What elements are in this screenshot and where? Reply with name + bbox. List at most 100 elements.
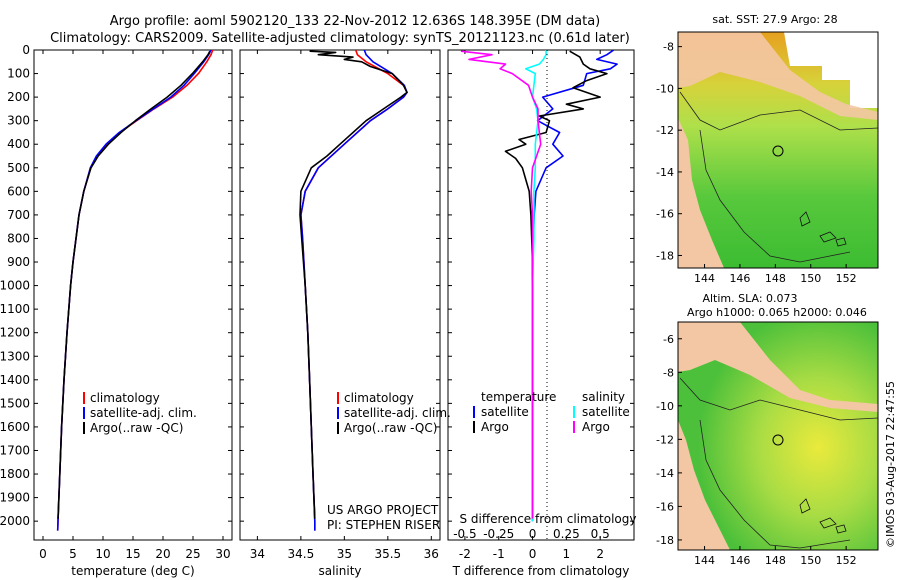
depth-tick-label: 1200	[0, 326, 30, 340]
sla-coastline	[679, 377, 879, 421]
legend-label: Argo(..raw -QC)	[90, 421, 183, 435]
difference-legend: temperature satellite Argo salinity sate…	[473, 390, 630, 434]
series-line	[299, 50, 408, 519]
difference-series	[460, 50, 618, 522]
sst-map-frame	[677, 31, 879, 269]
depth-tick-label: 2000	[0, 514, 30, 528]
map-x-tick-label: 148	[765, 554, 786, 567]
map-y-tick-label: -14	[656, 467, 674, 480]
legend-header-salinity: salinity	[582, 390, 625, 404]
map-x-tick-label: 148	[765, 272, 786, 285]
legend-label: satellite-adj. clim.	[90, 406, 197, 420]
depth-tick-label: 700	[7, 208, 30, 222]
salinity-panel	[239, 49, 441, 541]
map-x-tick-label: 152	[836, 554, 857, 567]
legend-label: Argo(..raw -QC)	[344, 421, 437, 435]
map-y-tick-label: -8	[663, 41, 674, 54]
depth-tick-label: 1700	[0, 443, 30, 457]
series-line	[524, 50, 547, 522]
pi-label: PI: STEPHEN RISER	[327, 518, 440, 532]
depth-tick-label: 300	[7, 114, 30, 128]
sla-map-title-2: Argo h1000: 0.065 h2000: 0.046	[687, 306, 867, 319]
map-x-tick-label: 152	[836, 272, 857, 285]
legend-label: Argo	[481, 420, 509, 434]
sla-map-frame	[677, 321, 879, 551]
sst-float-marker	[772, 145, 784, 157]
map-y-tick-label: -16	[656, 500, 674, 513]
map-y-tick-label: -16	[656, 208, 674, 221]
map-x-tick-label: 150	[800, 554, 821, 567]
depth-tick-label: 1800	[0, 467, 30, 481]
temperature-legend: climatology satellite-adj. clim. Argo(..…	[83, 391, 197, 435]
sla-map-title-1: Altim. SLA: 0.073	[702, 292, 797, 305]
s-tick-label: 0.5	[591, 527, 610, 541]
sst-reef-islands	[799, 211, 847, 247]
x-tick-label: 30	[215, 547, 230, 561]
depth-tick-label: 1100	[0, 302, 30, 316]
depth-tick-label: 1600	[0, 420, 30, 434]
project-label: US ARGO PROJECT	[327, 503, 439, 517]
series-line	[57, 50, 211, 519]
sst-map-title: sat. SST: 27.9 Argo: 28	[712, 13, 837, 26]
x-tick-label: -1	[493, 547, 505, 561]
s-tick-label: 0.25	[553, 527, 580, 541]
depth-tick-label: 1400	[0, 373, 30, 387]
s-tick-label: -0.5	[453, 527, 476, 541]
x-tick-label: 25	[185, 547, 200, 561]
s-tick-label: 0	[529, 527, 537, 541]
legend-label: climatology	[90, 391, 160, 405]
temperature-ticks: 0 5 10 15 20 25 30	[34, 49, 232, 561]
x-tick-label: 34.5	[288, 547, 315, 561]
sst-coastline	[679, 91, 879, 131]
salinity-series	[299, 50, 408, 531]
difference-ticks: -2 -1 0 1 2 -0.5 -0.25 0 0.25 0.5	[448, 49, 634, 561]
depth-tick-label: 500	[7, 161, 30, 175]
sla-map	[677, 321, 879, 551]
map-x-tick-label: 150	[800, 272, 821, 285]
s-tick-label: -0.25	[483, 527, 514, 541]
sla-land-australia	[678, 420, 730, 550]
x-tick-label: 15	[125, 547, 140, 561]
legend-label: satellite	[481, 405, 529, 419]
x-tick-label: 5	[69, 547, 77, 561]
sst-land-png	[678, 32, 878, 120]
sst-cloud-gaps	[784, 32, 878, 108]
x-tick-label: 0	[529, 547, 537, 561]
x-tick-label: 10	[95, 547, 110, 561]
x-tick-label: 1	[563, 547, 571, 561]
depth-tick-label: 1500	[0, 396, 30, 410]
title-line-1: Argo profile: aoml 5902120_133 22-Nov-20…	[110, 14, 601, 29]
x-tick-label: 34	[250, 547, 265, 561]
sst-map-ticks: 144 146 148 150 152 -8 -10 -12 -14 -16 -18	[656, 41, 857, 285]
depth-tick-label: 0	[22, 43, 30, 57]
series-line	[300, 50, 408, 531]
salinity-xlabel: salinity	[318, 564, 361, 578]
x-tick-label: 0	[39, 547, 47, 561]
x-tick-label: 35	[337, 547, 352, 561]
x-tick-label: 20	[155, 547, 170, 561]
difference-xlabel-top: S difference from climatology	[460, 512, 637, 526]
map-y-tick-label: -8	[663, 366, 674, 379]
sla-land-png	[678, 322, 878, 412]
legend-label: satellite-adj. clim.	[344, 406, 451, 420]
depth-tick-label: 1000	[0, 279, 30, 293]
depth-tick-label: 600	[7, 184, 30, 198]
sla-reef-islands	[799, 498, 847, 534]
map-x-tick-label: 144	[694, 272, 715, 285]
map-x-tick-label: 144	[694, 554, 715, 567]
map-y-tick-label: -6	[663, 333, 674, 346]
sst-land-australia	[678, 118, 724, 268]
map-y-tick-label: -12	[656, 433, 674, 446]
imos-watermark: ©IMOS 03-Aug-2017 22:47:55	[884, 381, 897, 548]
x-tick-label: 36	[424, 547, 439, 561]
sla-map-ticks: 144 146 148 150 152 -6 -8 -10 -12 -14 -16 -18	[656, 333, 857, 567]
title-line-2: Climatology: CARS2009. Satellite-adjuste…	[50, 31, 630, 46]
difference-xlabel: T difference from climatology	[452, 564, 630, 578]
x-tick-label: 2	[596, 547, 604, 561]
depth-tick-label: 900	[7, 255, 30, 269]
legend-label: satellite	[582, 405, 630, 419]
salinity-legend: climatology satellite-adj. clim. Argo(..…	[337, 391, 451, 435]
salinity-ticks: 34 34.5 35 35.5 36	[240, 49, 440, 561]
depth-tick-label: 100	[7, 67, 30, 81]
depth-tick-label: 1900	[0, 491, 30, 505]
